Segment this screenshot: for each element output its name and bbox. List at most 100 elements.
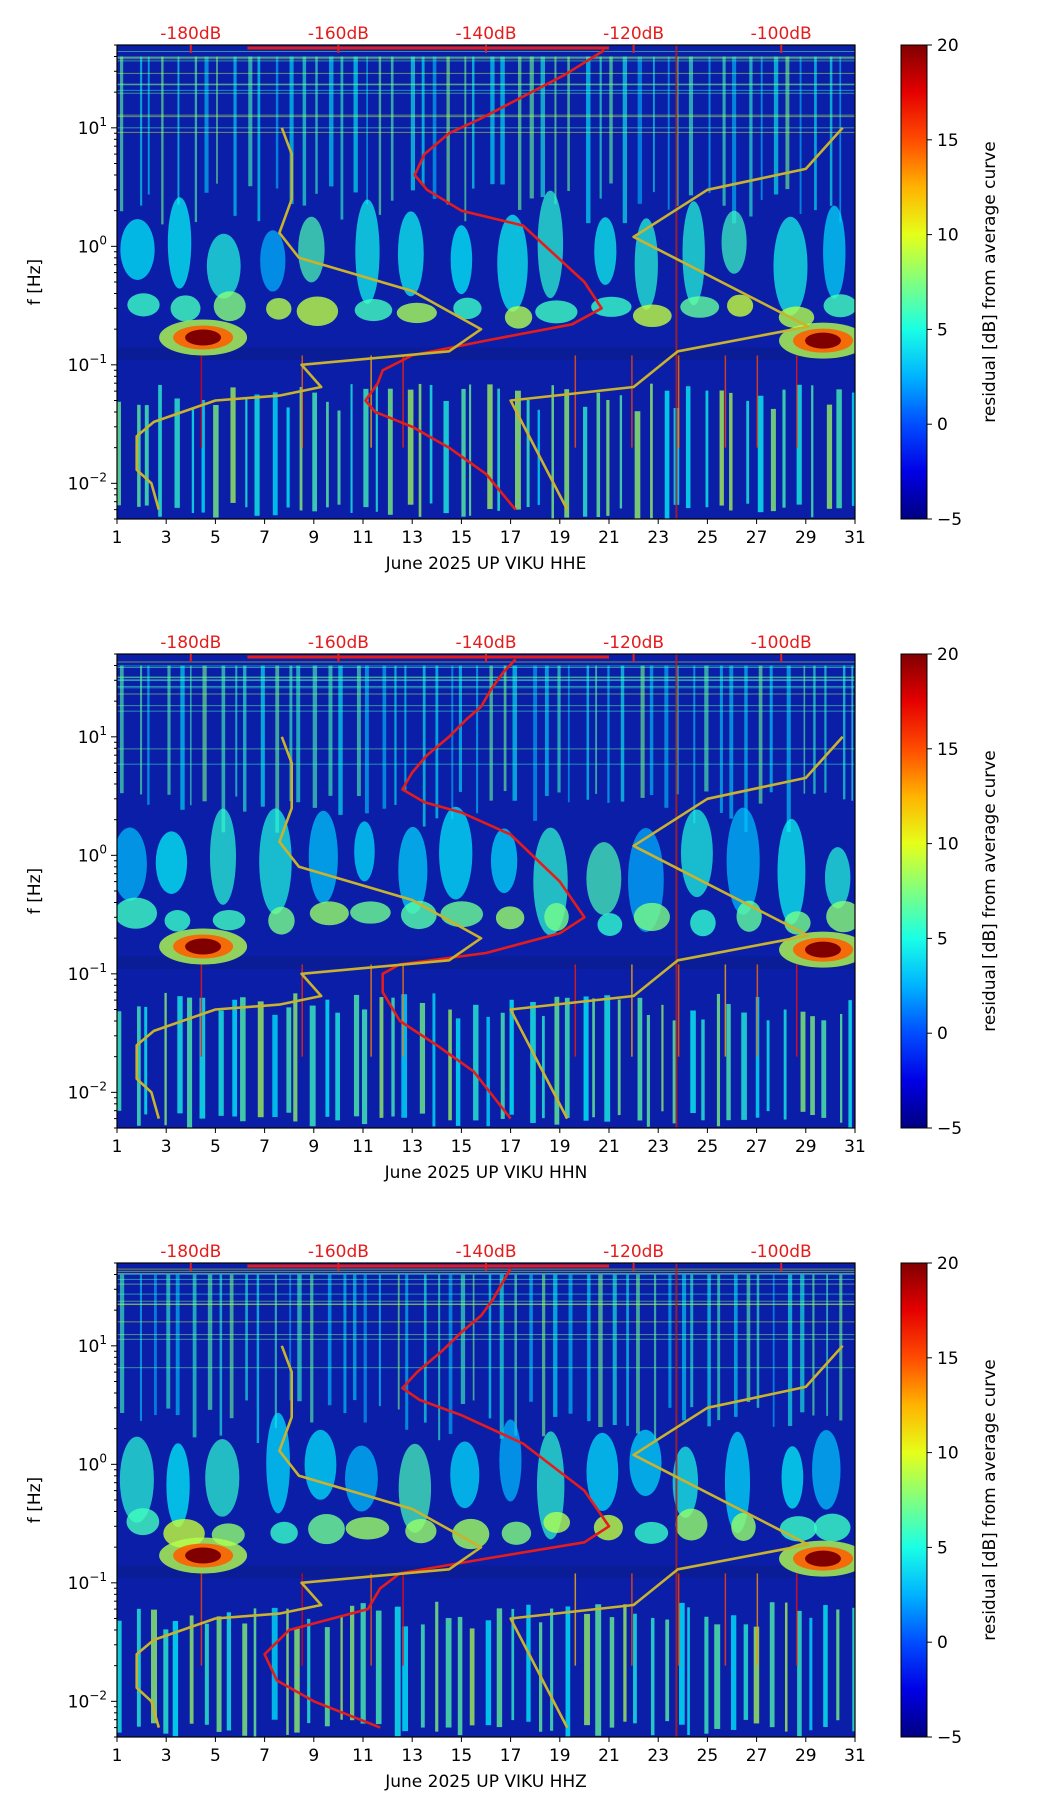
x-tick-label: 19 (549, 1137, 571, 1157)
spectrogram-field (117, 1263, 855, 1737)
y-tick-label: 101 (78, 1333, 107, 1357)
db-tick-label: -100dB (751, 633, 812, 653)
colorbar-tick-label: 0 (937, 1633, 948, 1653)
colorbar-label: residual [dB] from average curve (980, 1359, 1000, 1640)
colorbar-tick-label: 0 (937, 1024, 948, 1044)
db-tick-label: -180dB (160, 633, 221, 653)
colorbar-tick-label: 0 (937, 415, 948, 435)
nhnm-curve (509, 126, 844, 511)
y-axis-label: f [Hz] (25, 259, 45, 305)
nlnm-curve (135, 1345, 483, 1728)
x-axis-label: June 2025 UP VIKU HHE (385, 554, 587, 574)
nlnm-curve (135, 127, 483, 510)
x-tick-label: 1 (112, 1746, 123, 1766)
db-tick-label: -140dB (455, 633, 516, 653)
x-tick-label: 15 (451, 528, 473, 548)
psd-median-curve (263, 1267, 611, 1729)
x-tick-label: 25 (697, 1746, 719, 1766)
x-tick-label: 1 (112, 1137, 123, 1157)
hotspot-2 (805, 1550, 842, 1567)
hotspot-2 (805, 941, 842, 958)
x-tick-label: 9 (308, 528, 319, 548)
x-tick-label: 17 (500, 1746, 522, 1766)
hotspot-1 (185, 938, 222, 955)
x-tick-label: 17 (500, 1137, 522, 1157)
x-tick-label: 31 (844, 1746, 866, 1766)
y-tick-label: 100 (78, 842, 107, 866)
colorbar-scale (900, 653, 928, 1129)
db-tick-label: -120dB (603, 1242, 664, 1262)
x-tick-label: 13 (401, 1137, 423, 1157)
colorbar-tick-label: 10 (937, 835, 959, 855)
colorbar-tick-label: 15 (937, 1349, 959, 1369)
y-axis-label: f [Hz] (25, 1477, 45, 1523)
db-tick-label: -140dB (455, 1242, 516, 1262)
nlnm-curve (135, 736, 483, 1119)
db-tick-label: -120dB (603, 24, 664, 44)
spectrogram-field (117, 45, 855, 519)
colorbar-tick-label: 20 (937, 1254, 959, 1274)
x-tick-label: 29 (795, 528, 817, 548)
colorbar-scale (900, 1262, 928, 1738)
x-tick-label: 21 (598, 1746, 620, 1766)
colorbar-tick-label: −5 (937, 1728, 962, 1748)
colorbar-tick-label: 5 (937, 929, 948, 949)
y-tick-label: 100 (78, 233, 107, 257)
colorbar-tick-label: 15 (937, 740, 959, 760)
spectrogram-field (117, 654, 855, 1128)
y-axis-label: f [Hz] (25, 868, 45, 914)
colorbar-tick-label: 5 (937, 1538, 948, 1558)
x-tick-label: 23 (647, 528, 669, 548)
x-tick-label: 27 (746, 1137, 768, 1157)
event-line (675, 1263, 678, 1737)
psd-median-curve (364, 49, 605, 511)
x-tick-label: 11 (352, 1746, 374, 1766)
db-tick-label: -160dB (308, 633, 369, 653)
y-tick-label: 101 (78, 724, 107, 748)
x-tick-label: 19 (549, 528, 571, 548)
x-tick-label: 31 (844, 528, 866, 548)
x-tick-label: 5 (210, 1137, 221, 1157)
hotspot-2 (805, 332, 842, 349)
colorbar-label: residual [dB] from average curve (980, 141, 1000, 422)
x-tick-label: 3 (161, 1137, 172, 1157)
colorbar-scale (900, 44, 928, 520)
x-tick-label: 23 (647, 1137, 669, 1157)
colorbar-tick-label: 10 (937, 1444, 959, 1464)
x-tick-label: 9 (308, 1746, 319, 1766)
x-tick-label: 7 (259, 1746, 270, 1766)
nhnm-curve (509, 1344, 844, 1729)
event-line (675, 654, 678, 1128)
colorbar-tick-label: 10 (937, 226, 959, 246)
colorbar-tick-label: 20 (937, 36, 959, 56)
x-tick-label: 5 (210, 528, 221, 548)
x-tick-label: 15 (451, 1137, 473, 1157)
db-tick-label: -120dB (603, 633, 664, 653)
x-tick-label: 5 (210, 1746, 221, 1766)
x-tick-label: 17 (500, 528, 522, 548)
db-tick-label: -100dB (751, 24, 812, 44)
colorbar: 20 15 10 5 0 −5 residual [dB] from average cur… (900, 36, 1000, 530)
x-tick-label: 23 (647, 1746, 669, 1766)
colorbar-tick-label: −5 (937, 1119, 962, 1139)
x-tick-label: 27 (746, 1746, 768, 1766)
db-tick-label: -140dB (455, 24, 516, 44)
colorbar-tick-label: 20 (937, 645, 959, 665)
y-tick-label: 100 (78, 1451, 107, 1475)
x-tick-label: 13 (401, 1746, 423, 1766)
db-tick-label: -180dB (160, 1242, 221, 1262)
x-tick-label: 13 (401, 528, 423, 548)
hotspot-1 (185, 1547, 222, 1564)
colorbar-tick-label: 5 (937, 320, 948, 340)
y-tick-label: 10−1 (68, 961, 107, 985)
y-tick-label: 101 (78, 115, 107, 139)
colorbar-tick-label: 15 (937, 131, 959, 151)
x-tick-label: 1 (112, 528, 123, 548)
x-tick-label: 3 (161, 1746, 172, 1766)
x-tick-label: 25 (697, 528, 719, 548)
x-tick-label: 29 (795, 1137, 817, 1157)
